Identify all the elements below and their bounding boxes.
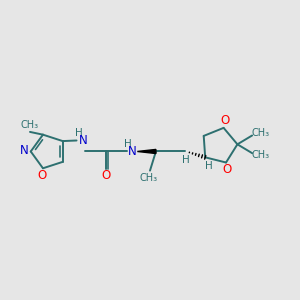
Text: N: N <box>128 145 137 158</box>
Text: O: O <box>102 169 111 182</box>
Text: CH₃: CH₃ <box>252 128 270 138</box>
Text: H: H <box>75 128 83 138</box>
Text: O: O <box>220 114 230 127</box>
Text: CH₃: CH₃ <box>140 173 158 183</box>
Text: O: O <box>38 169 47 182</box>
Text: O: O <box>223 163 232 176</box>
Text: N: N <box>20 144 28 158</box>
Polygon shape <box>137 149 156 154</box>
Text: H: H <box>182 155 190 165</box>
Text: N: N <box>79 134 88 147</box>
Text: H: H <box>124 139 132 149</box>
Text: CH₃: CH₃ <box>252 151 270 160</box>
Text: H: H <box>205 160 213 171</box>
Text: CH₃: CH₃ <box>20 120 38 130</box>
